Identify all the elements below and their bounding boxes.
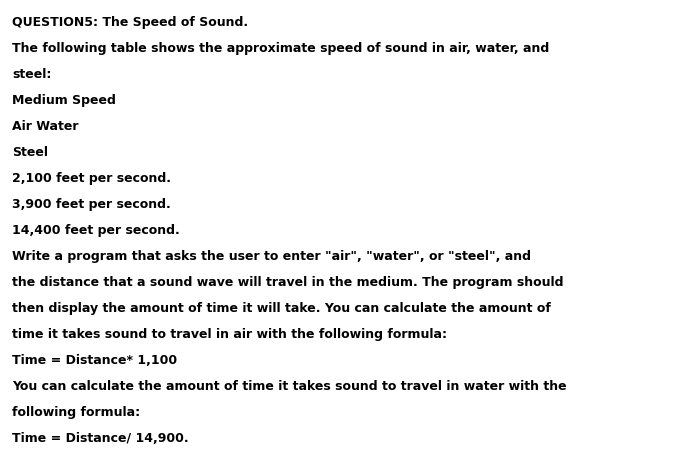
Text: You can calculate the amount of time it takes sound to travel in water with the: You can calculate the amount of time it …: [12, 380, 567, 393]
Text: QUESTION5: The Speed of Sound.: QUESTION5: The Speed of Sound.: [12, 16, 248, 29]
Text: following formula:: following formula:: [12, 406, 140, 419]
Text: Time - Distance/: Time - Distance/: [0, 448, 1, 449]
Text: the distance that a sound wave will travel in the medium. The program should: the distance that a sound wave will trav…: [12, 276, 564, 289]
Text: steel:: steel:: [12, 68, 51, 81]
Text: 2,100 feet per second.: 2,100 feet per second.: [12, 172, 171, 185]
Text: 3,900 feet per second.: 3,900 feet per second.: [12, 198, 171, 211]
Text: 16,400 .: 16,400 .: [0, 448, 1, 449]
Text: Write a program that asks the user to enter "air", "water", or "steel", and: Write a program that asks the user to en…: [12, 250, 531, 263]
Text: 14,400 feet per second.: 14,400 feet per second.: [12, 224, 180, 237]
Text: The following table shows the approximate speed of sound in air, water, and: The following table shows the approximat…: [12, 42, 549, 55]
Text: Medium Speed: Medium Speed: [12, 94, 116, 107]
Text: then display the amount of time it will take. You can calculate the amount of: then display the amount of time it will …: [12, 302, 551, 315]
Text: Steel: Steel: [12, 146, 48, 159]
Text: Air Water: Air Water: [12, 120, 79, 133]
Text: Time = Distance* 1,100: Time = Distance* 1,100: [12, 354, 178, 367]
Text: time it takes sound to travel in air with the following formula:: time it takes sound to travel in air wit…: [12, 328, 447, 341]
Text: Time = Distance/ 14,900.: Time = Distance/ 14,900.: [12, 432, 189, 445]
